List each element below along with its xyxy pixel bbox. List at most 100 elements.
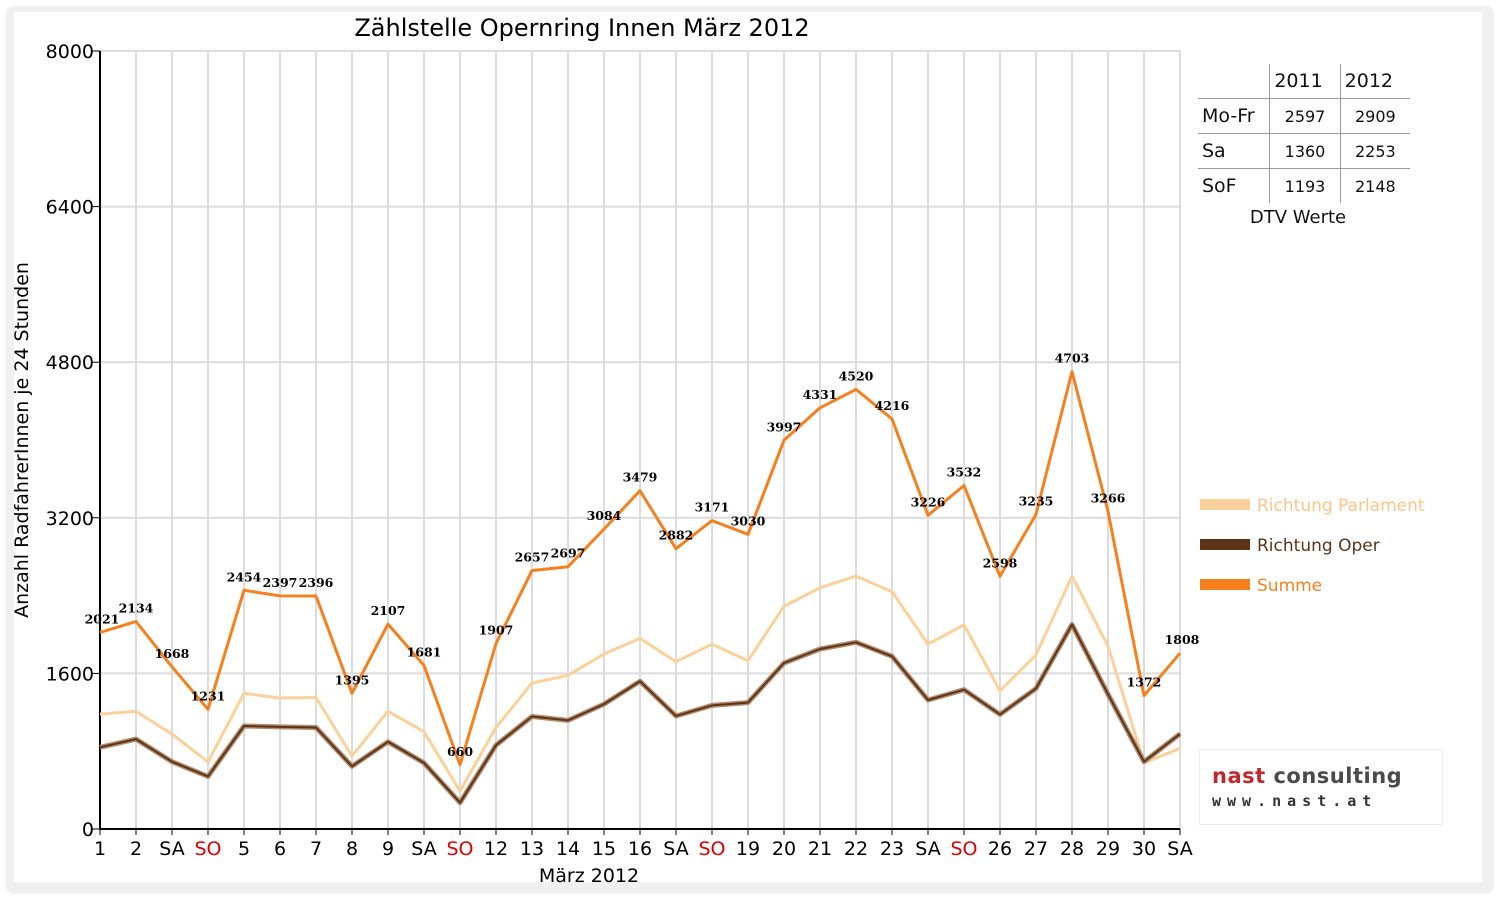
x-tick-label: 8: [346, 838, 358, 860]
dtv-row-sa: Sa 1360 2253: [1198, 133, 1410, 169]
dtv-cell: 1360: [1269, 133, 1341, 169]
dtv-cell: 2148: [1339, 168, 1410, 203]
dtv-cell: 2253: [1339, 133, 1410, 169]
data-label: 3226: [911, 494, 946, 509]
data-label: 2134: [119, 600, 154, 615]
data-label: 660: [447, 744, 473, 759]
dtv-corner: [1198, 64, 1270, 99]
x-tick-label: 9: [382, 838, 394, 860]
dtv-row-sof: SoF 1193 2148: [1198, 168, 1410, 203]
x-tick-label: 21: [808, 838, 832, 860]
logo-url: www.nast.at: [1212, 792, 1378, 810]
x-tick-label: 2: [130, 838, 142, 860]
data-label: 1907: [479, 623, 514, 638]
x-tick-label: 12: [484, 838, 508, 860]
x-tick-label: SO: [194, 838, 221, 860]
y-tick-label: 0: [82, 819, 94, 841]
legend-swatch: [1200, 539, 1250, 550]
series-line-oper: [99, 623, 1181, 804]
data-label: 2396: [299, 575, 334, 590]
dtv-header-2011: 2011: [1269, 64, 1341, 99]
data-label: 1681: [407, 645, 442, 660]
legend-label: Richtung Oper: [1257, 536, 1380, 556]
data-label: 2657: [515, 550, 550, 565]
x-tick-label: SA: [159, 838, 184, 860]
y-axis-title: Anzahl RadfahrerInnen je 24 Stunden: [11, 262, 33, 618]
y-tick-label: 6400: [46, 197, 94, 219]
x-tick-label: 14: [556, 838, 580, 860]
data-label: 2882: [659, 528, 694, 543]
data-label: 2107: [371, 603, 406, 618]
data-label: 3532: [947, 465, 982, 480]
x-tick-label: 15: [592, 838, 616, 860]
x-tick-label: SA: [915, 838, 940, 860]
x-tick-label: 30: [1132, 838, 1156, 860]
dtv-row-label: SoF: [1198, 168, 1270, 203]
data-label: 3235: [1019, 493, 1054, 508]
x-tick-label: 7: [310, 838, 322, 860]
y-tick-label: 1600: [46, 663, 94, 685]
x-axis-title: März 2012: [539, 865, 639, 887]
data-label: 1231: [191, 688, 226, 703]
dtv-row-mofr: Mo-Fr 2597 2909: [1198, 98, 1410, 134]
data-label: 1372: [1127, 675, 1162, 690]
data-label: 2454: [227, 569, 262, 584]
data-label: 3171: [695, 500, 730, 515]
data-label: 3266: [1091, 490, 1126, 505]
legend-swatch: [1200, 499, 1250, 510]
data-label: 3030: [731, 513, 766, 528]
x-tick-label: SO: [698, 838, 725, 860]
x-tick-label: SA: [663, 838, 688, 860]
dtv-caption: DTV Werte: [1249, 207, 1347, 228]
data-label: 4331: [803, 387, 838, 402]
data-label: 3084: [587, 508, 622, 523]
logo-name-part1: nast: [1212, 764, 1266, 788]
chart-title: Zählstelle Opernring Innen März 2012: [354, 14, 809, 42]
data-label: 2021: [85, 611, 120, 626]
series-line-summe: [99, 370, 1182, 767]
y-tick-label: 4800: [46, 352, 94, 374]
x-tick-label: 26: [988, 838, 1012, 860]
x-tick-label: 19: [736, 838, 760, 860]
dtv-row-label: Mo-Fr: [1198, 98, 1270, 134]
dtv-cell: 1193: [1269, 168, 1341, 203]
dtv-cell: 2909: [1339, 98, 1410, 134]
x-tick-label: 20: [772, 838, 796, 860]
data-label: 2397: [263, 575, 298, 590]
series-line-parlament: [99, 574, 1181, 793]
dtv-header-2012: 2012: [1339, 64, 1410, 99]
x-tick-label: 29: [1096, 838, 1120, 860]
logo-name-part2: consulting: [1273, 764, 1403, 788]
x-tick-label: 6: [274, 838, 286, 860]
data-label: 1668: [155, 646, 190, 661]
company-logo: nast consulting www.nast.at: [1200, 750, 1442, 824]
data-label: 4703: [1055, 351, 1090, 366]
x-tick-label: 16: [628, 838, 652, 860]
x-tick-label: 13: [520, 838, 544, 860]
data-label: 2598: [983, 555, 1018, 570]
x-tick-label: SA: [411, 838, 436, 860]
data-label: 1395: [335, 672, 370, 687]
logo-wordmark: nast consulting: [1212, 764, 1402, 788]
x-tick-label: 22: [844, 838, 868, 860]
dtv-header-row: 2011 2012: [1198, 64, 1410, 99]
dtv-table: 2011 2012 Mo-Fr 2597 2909 Sa 1360 2253 S…: [1198, 64, 1414, 228]
legend-label: Richtung Parlament: [1257, 496, 1425, 516]
y-tick-label: 3200: [46, 508, 94, 530]
x-tick-label: 1: [94, 838, 106, 860]
data-label: 1808: [1165, 632, 1200, 647]
data-label: 2697: [551, 546, 586, 561]
x-tick-label: 23: [880, 838, 904, 860]
x-tick-label: SO: [950, 838, 977, 860]
data-label: 4216: [875, 398, 910, 413]
data-label: 3479: [623, 470, 658, 485]
dtv-row-label: Sa: [1198, 133, 1270, 169]
y-tick-label: 8000: [46, 41, 94, 63]
x-tick-label: SA: [1167, 838, 1192, 860]
x-tick-label: 5: [238, 838, 250, 860]
x-tick-label: 28: [1060, 838, 1084, 860]
legend-swatch: [1200, 579, 1250, 590]
data-label: 3997: [767, 419, 802, 434]
data-label: 4520: [839, 368, 874, 383]
